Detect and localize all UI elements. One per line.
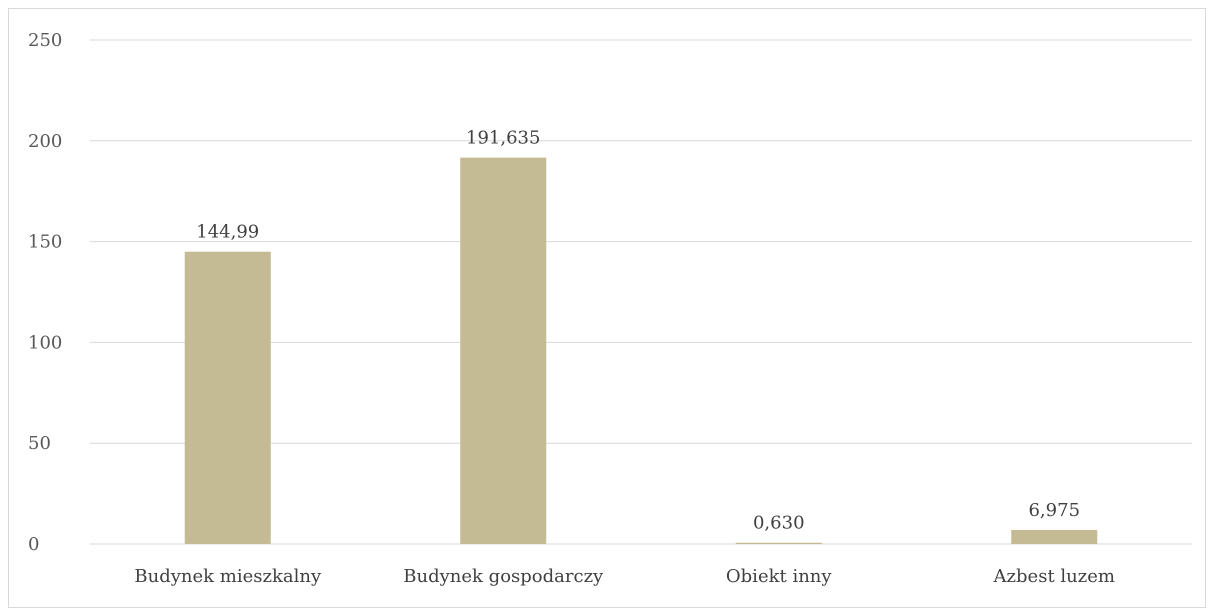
bar <box>1011 529 1098 544</box>
x-category-label: Obiekt inny <box>726 566 832 587</box>
y-axis-ticks: 0 50 100 150 200 250 <box>28 30 62 555</box>
y-tick-label: 100 <box>28 332 62 353</box>
x-category-label: Azbest luzem <box>993 566 1115 587</box>
data-labels: 144,99 191,635 0,630 6,975 <box>196 128 1080 534</box>
x-category-label: Budynek mieszkalny <box>134 566 322 587</box>
data-label: 144,99 <box>196 222 259 243</box>
bars <box>184 157 1098 545</box>
y-tick-label: 0 <box>28 534 39 555</box>
x-category-label: Budynek gospodarczy <box>403 566 604 587</box>
bar <box>460 157 547 545</box>
x-axis-categories: Budynek mieszkalny Budynek gospodarczy Obi… <box>134 566 1115 587</box>
data-label: 0,630 <box>753 513 805 534</box>
gridlines <box>90 39 1192 545</box>
y-tick-label: 200 <box>28 131 62 152</box>
data-label: 6,975 <box>1028 500 1080 521</box>
bar <box>184 251 271 544</box>
y-tick-label: 250 <box>28 30 62 51</box>
y-tick-label: 50 <box>28 433 51 454</box>
data-label: 191,635 <box>466 128 540 149</box>
y-tick-label: 150 <box>28 232 62 253</box>
bar <box>735 542 822 544</box>
